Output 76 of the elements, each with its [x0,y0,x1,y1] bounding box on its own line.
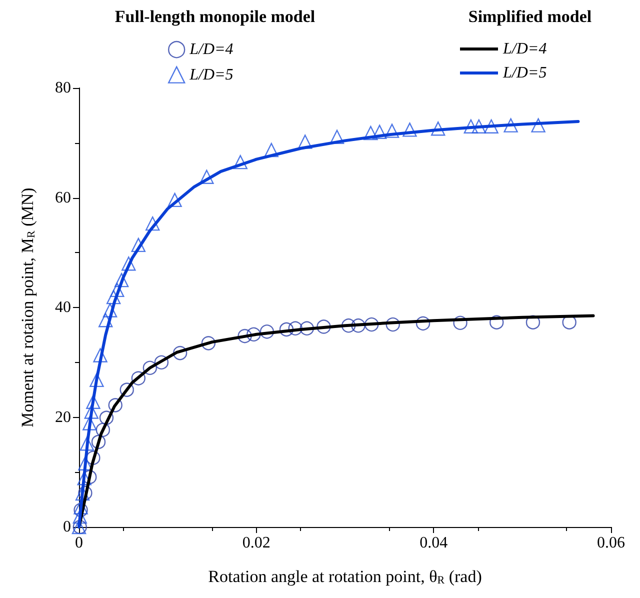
x-tick-label: 0.06 [597,534,625,552]
x-tick-label: 0 [75,534,83,552]
point [86,450,100,465]
point [114,272,129,288]
point [200,170,214,184]
point [233,154,248,170]
point [372,124,387,139]
y-axis-title: Moment at rotaion point, MR (MN) [18,188,38,428]
point [341,318,356,333]
point [364,317,379,332]
point [110,282,124,298]
point [168,192,182,208]
point [453,316,468,330]
point [122,256,136,271]
point [351,318,366,333]
point [84,404,99,419]
point [490,315,504,330]
text: Full-length monopile model [114,7,316,26]
point [154,355,169,370]
point [330,130,344,144]
x-tick-label: 0.04 [420,534,448,552]
point [384,124,400,138]
point [364,126,378,140]
legend-label: L/D=4 [188,41,234,58]
point [464,119,478,134]
legend-label: L/D=4 [502,40,547,58]
point [98,313,113,328]
point [172,346,188,360]
point [431,122,446,136]
y-tick-label: 20 [55,408,71,426]
point [531,118,546,132]
point [201,336,216,350]
point [131,371,146,386]
y-tick-label: 60 [55,189,71,206]
point [416,316,430,331]
point [316,320,331,334]
point [80,436,94,451]
point [96,422,110,437]
point [298,134,312,149]
point [504,118,518,132]
x-tick-label: 0.02 [242,534,270,552]
point [102,303,118,318]
point [99,410,114,425]
point [142,360,158,375]
point [288,321,302,336]
point [264,142,279,158]
point [526,315,540,330]
y-tick-label: 40 [55,299,71,316]
point [77,471,92,486]
point [91,434,106,450]
point [86,394,100,409]
point [93,348,108,362]
point [484,119,498,134]
point [106,290,121,304]
point [246,327,261,342]
y-tick-label: 0 [63,518,71,536]
legend-label: L/D=5 [502,64,547,82]
point [145,216,160,231]
point [386,317,400,332]
point [238,328,252,344]
point [260,324,274,339]
point [82,416,97,430]
point [78,486,92,500]
point [90,372,104,388]
y-tick-label: 80 [55,80,71,96]
point [279,322,294,337]
point [72,509,87,524]
point [108,398,122,412]
point [78,456,92,470]
point [472,119,486,134]
text: Simplified model [468,7,592,26]
point [402,122,417,137]
point [131,238,146,252]
legend-label: L/D=5 [188,66,234,84]
point [120,382,134,397]
point [300,321,314,336]
